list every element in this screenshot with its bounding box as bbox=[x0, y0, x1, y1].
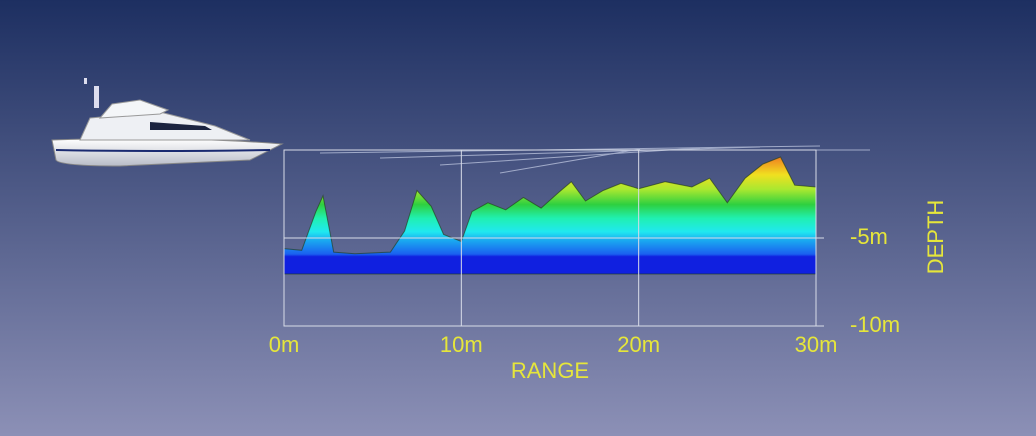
x-tick-label: 10m bbox=[440, 332, 483, 357]
x-tick-label: 20m bbox=[617, 332, 660, 357]
y-tick-label: -10m bbox=[850, 312, 900, 337]
y-tick-label: -5m bbox=[850, 224, 888, 249]
x-tick-label: 30m bbox=[795, 332, 838, 357]
boat bbox=[51, 78, 284, 167]
seafloor bbox=[283, 156, 817, 275]
x-axis-title: RANGE bbox=[511, 358, 589, 383]
y-axis-title: DEPTH bbox=[923, 200, 948, 275]
x-tick-label: 0m bbox=[269, 332, 300, 357]
